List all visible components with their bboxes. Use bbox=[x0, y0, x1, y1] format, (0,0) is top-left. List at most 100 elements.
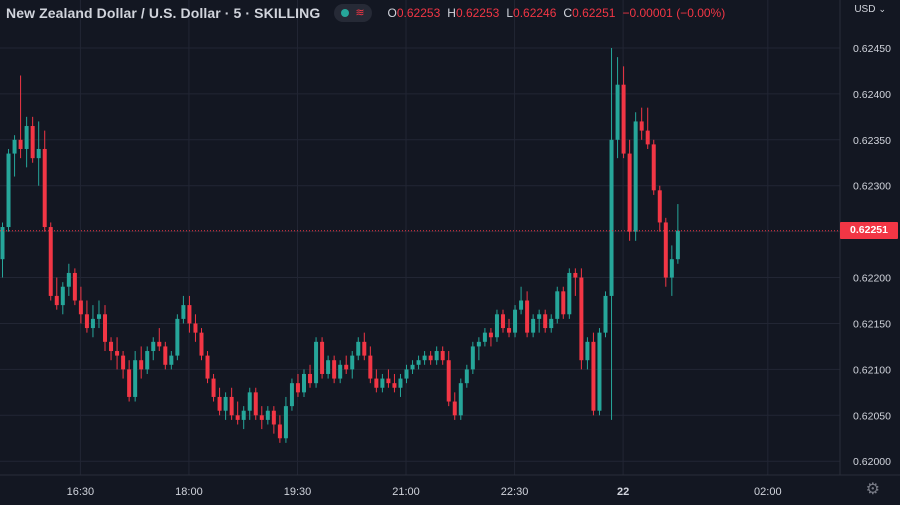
candle-body bbox=[561, 291, 566, 315]
candle-body bbox=[344, 364, 349, 370]
y-tick-label: 0.62300 bbox=[853, 181, 891, 193]
candle-body bbox=[139, 360, 144, 370]
candle-body bbox=[464, 369, 469, 384]
candle-body bbox=[675, 230, 680, 260]
candle-body bbox=[36, 148, 41, 159]
candle-body bbox=[24, 126, 29, 149]
ohlc-values: O0.62253 H0.62253 L0.62246 C0.62251 −0.00001… bbox=[388, 6, 726, 20]
candle-body bbox=[392, 383, 397, 388]
candle-body bbox=[0, 227, 5, 260]
candle-body bbox=[199, 332, 204, 356]
candle-body bbox=[657, 190, 662, 223]
candle-body bbox=[356, 341, 361, 356]
candle-body bbox=[127, 369, 132, 397]
candle-body bbox=[332, 360, 337, 379]
ohlc-key: L bbox=[506, 6, 514, 20]
candle-body bbox=[169, 355, 174, 365]
candle-body bbox=[133, 360, 138, 397]
candle-body bbox=[543, 314, 548, 329]
x-tick-label: 02:00 bbox=[754, 486, 782, 498]
candle-body bbox=[121, 355, 126, 370]
y-tick-label: 0.62200 bbox=[853, 273, 891, 285]
ohlc-value: 0.62253 bbox=[396, 6, 441, 20]
candle-body bbox=[362, 341, 367, 356]
time-axis[interactable]: 16:30 18:00 19:30 21:00 22:30 22 02:00 bbox=[67, 486, 782, 498]
candle-body bbox=[54, 295, 59, 306]
candle-body bbox=[84, 314, 89, 329]
currency-label: USD bbox=[854, 4, 876, 15]
candle-body bbox=[48, 227, 53, 296]
y-tick-label: 0.62050 bbox=[853, 410, 891, 422]
candle-body bbox=[507, 328, 512, 333]
candle-body bbox=[18, 139, 23, 149]
candle-body bbox=[181, 305, 186, 319]
candle-body bbox=[326, 360, 331, 374]
candle-body bbox=[193, 323, 198, 333]
candle-body bbox=[633, 121, 638, 232]
candle-body bbox=[42, 148, 47, 228]
candle-body bbox=[669, 259, 674, 278]
candle-body bbox=[416, 360, 421, 365]
y-tick-label: 0.62400 bbox=[853, 89, 891, 101]
candle-body bbox=[175, 318, 180, 356]
candle-body bbox=[440, 351, 445, 361]
candle-body bbox=[78, 300, 83, 315]
candle-body bbox=[350, 355, 355, 370]
candle-body bbox=[217, 396, 222, 411]
candle-body bbox=[211, 378, 216, 397]
candle-body bbox=[30, 126, 35, 159]
candle-body bbox=[410, 364, 415, 370]
candle-body bbox=[386, 378, 391, 384]
candle-body bbox=[320, 341, 325, 374]
candle-body bbox=[579, 277, 584, 361]
candle-body bbox=[12, 139, 17, 154]
candle-body bbox=[525, 300, 530, 333]
ohlc-item: C0.62251 bbox=[563, 6, 615, 20]
candle-body bbox=[476, 341, 481, 347]
candle-body bbox=[187, 305, 192, 324]
y-tick-label: 0.62000 bbox=[853, 456, 891, 468]
ohlc-item: H0.62253 bbox=[447, 6, 499, 20]
candle-body bbox=[151, 341, 156, 352]
ohlc-key: O bbox=[387, 6, 397, 20]
last-price-tag: 0.62251 bbox=[840, 222, 898, 240]
candle-body bbox=[531, 318, 536, 333]
candle-body bbox=[627, 153, 632, 232]
symbol-title[interactable]: New Zealand Dollar / U.S. Dollar · 5 · S… bbox=[6, 5, 321, 21]
candle-body bbox=[380, 378, 385, 388]
ohlc-value: 0.62253 bbox=[455, 6, 500, 20]
candle-body bbox=[205, 355, 210, 379]
currency-selector[interactable]: USD ⌄ bbox=[854, 4, 886, 15]
chart-header: New Zealand Dollar / U.S. Dollar · 5 · S… bbox=[6, 4, 725, 22]
x-tick-label: 22:30 bbox=[501, 486, 529, 498]
y-tick-label: 0.62150 bbox=[853, 318, 891, 330]
candle-body bbox=[452, 401, 457, 416]
x-tick-label: 18:00 bbox=[175, 486, 203, 498]
candle-body bbox=[72, 272, 77, 301]
gear-icon[interactable]: ⚙ bbox=[865, 481, 880, 498]
price-axis[interactable]: 0.620000.620500.621000.621500.622000.622… bbox=[853, 43, 891, 468]
candle-body bbox=[145, 351, 150, 370]
candle-body bbox=[434, 351, 439, 361]
candle-body bbox=[103, 314, 108, 342]
chevron-down-icon: ⌄ bbox=[878, 4, 886, 14]
ohlc-value: 0.62246 bbox=[513, 6, 557, 20]
candle-body bbox=[567, 272, 572, 315]
candle-body bbox=[494, 314, 499, 338]
candle-body bbox=[513, 309, 518, 333]
candle-body bbox=[573, 272, 578, 278]
candle-body bbox=[585, 341, 590, 361]
candle-body bbox=[314, 341, 319, 384]
candle-body bbox=[500, 314, 505, 329]
wave-icon: ≋ bbox=[355, 6, 365, 19]
x-tick-label: 16:30 bbox=[67, 486, 95, 498]
indicator-toggle[interactable]: ≋ bbox=[334, 4, 372, 22]
candle-body bbox=[663, 222, 668, 278]
candle-body bbox=[265, 410, 270, 420]
candle-body bbox=[241, 410, 246, 420]
candle-body bbox=[271, 410, 276, 425]
y-tick-label: 0.62350 bbox=[853, 135, 891, 147]
candle-body bbox=[603, 295, 608, 333]
candle-body bbox=[621, 84, 626, 154]
